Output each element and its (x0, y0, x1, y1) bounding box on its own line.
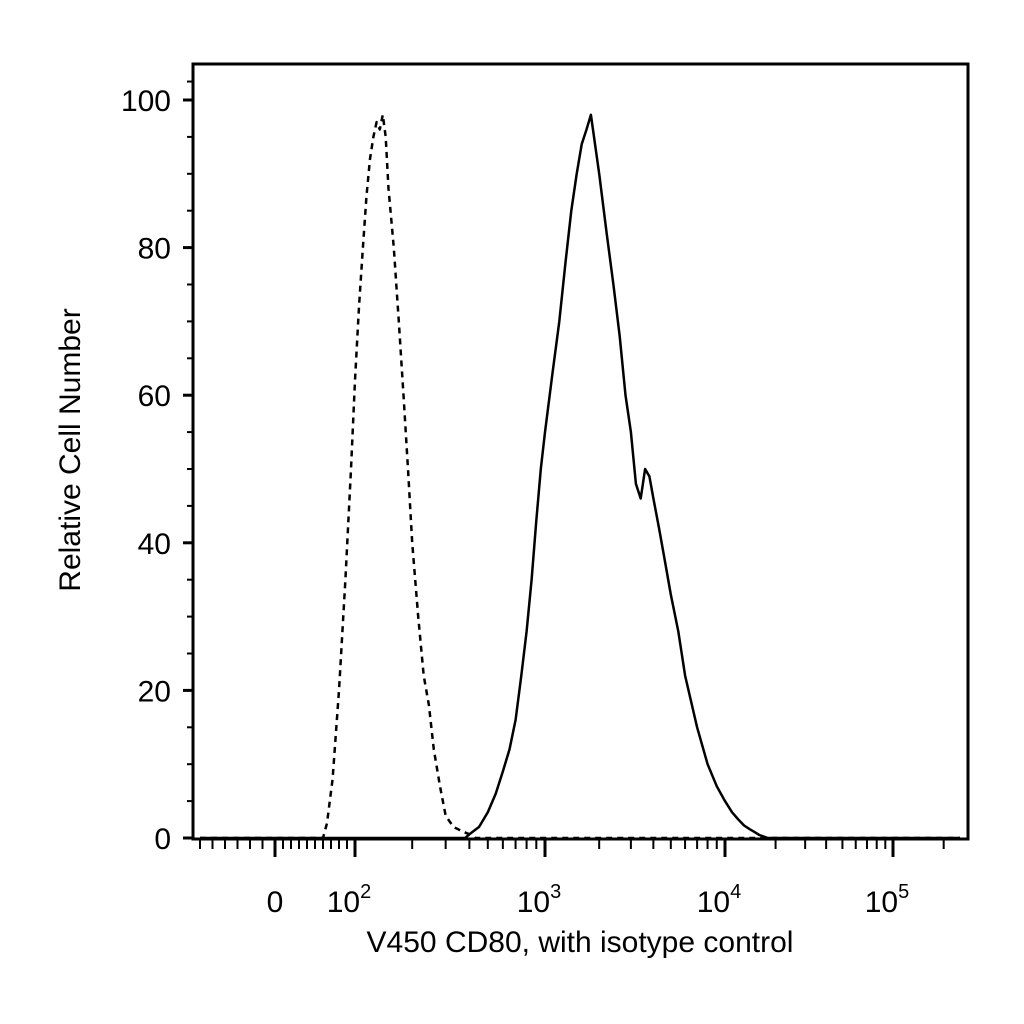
y-tick-label: 80 (138, 233, 171, 266)
x-tick-label: 103 (517, 881, 562, 919)
y-tick-label: 100 (121, 85, 171, 118)
x-axis: 0 102 103 104 105 (199, 839, 945, 919)
x-tick-label: 102 (327, 881, 372, 919)
y-axis-title: Relative Cell Number (54, 308, 87, 591)
isotype-control-histogram (200, 113, 960, 840)
x-tick-label: 0 (267, 886, 284, 919)
x-tick-label: 104 (697, 881, 742, 919)
y-tick-label: 40 (138, 528, 171, 561)
x-axis-title: V450 CD80, with isotype control (367, 926, 794, 959)
cd80-histogram (200, 113, 960, 840)
y-tick-label: 20 (138, 675, 171, 708)
x-tick-label: 105 (865, 881, 910, 919)
y-tick-label: 0 (154, 823, 171, 856)
plot-frame (191, 62, 970, 841)
series-layer (200, 113, 960, 840)
y-axis: 0 20 40 60 80 100 (121, 80, 193, 856)
y-tick-label: 60 (138, 380, 171, 413)
